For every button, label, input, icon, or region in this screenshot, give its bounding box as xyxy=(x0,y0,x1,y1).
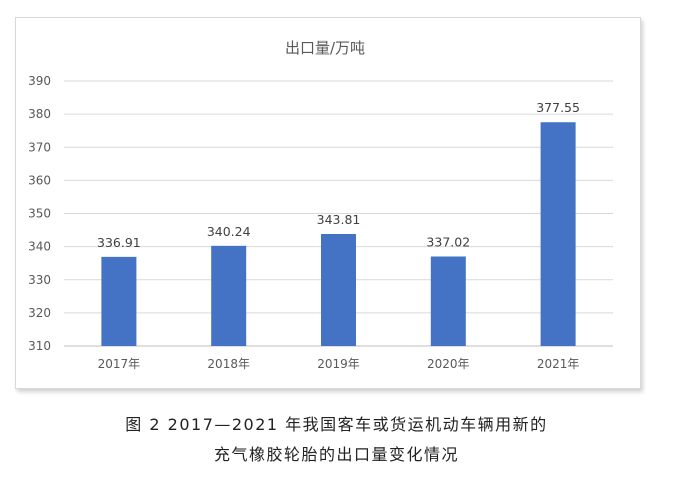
data-label: 340.24 xyxy=(207,224,251,239)
x-tick-label: 2020年 xyxy=(427,357,470,371)
data-label: 377.55 xyxy=(536,100,580,115)
x-tick-label: 2021年 xyxy=(537,357,580,371)
y-tick-label: 310 xyxy=(28,339,51,353)
chart-title: 出口量/万吨 xyxy=(285,39,365,57)
y-tick-label: 380 xyxy=(28,107,51,121)
bar xyxy=(211,245,247,346)
data-label: 337.02 xyxy=(426,234,470,249)
bar xyxy=(430,256,466,346)
bar xyxy=(540,122,576,346)
figure-caption-line-1: 图 2 2017—2021 年我国客车或货运机动车辆用新的 xyxy=(125,415,548,434)
figure-caption-line-2: 充气橡胶轮胎的出口量变化情况 xyxy=(213,445,459,464)
x-tick-label: 2017年 xyxy=(98,357,141,371)
y-tick-label: 320 xyxy=(28,306,51,320)
bar xyxy=(321,234,356,346)
y-tick-label: 390 xyxy=(28,74,51,88)
y-tick-label: 340 xyxy=(28,240,51,254)
y-tick-label: 350 xyxy=(28,207,51,221)
data-label: 336.91 xyxy=(97,235,141,250)
y-tick-label: 330 xyxy=(28,273,51,287)
x-tick-label: 2018年 xyxy=(207,357,250,371)
data-label: 343.81 xyxy=(317,212,361,227)
y-tick-label: 360 xyxy=(28,173,51,187)
x-tick-label: 2019年 xyxy=(317,357,360,371)
y-tick-label: 370 xyxy=(28,140,51,154)
bar xyxy=(101,256,137,346)
